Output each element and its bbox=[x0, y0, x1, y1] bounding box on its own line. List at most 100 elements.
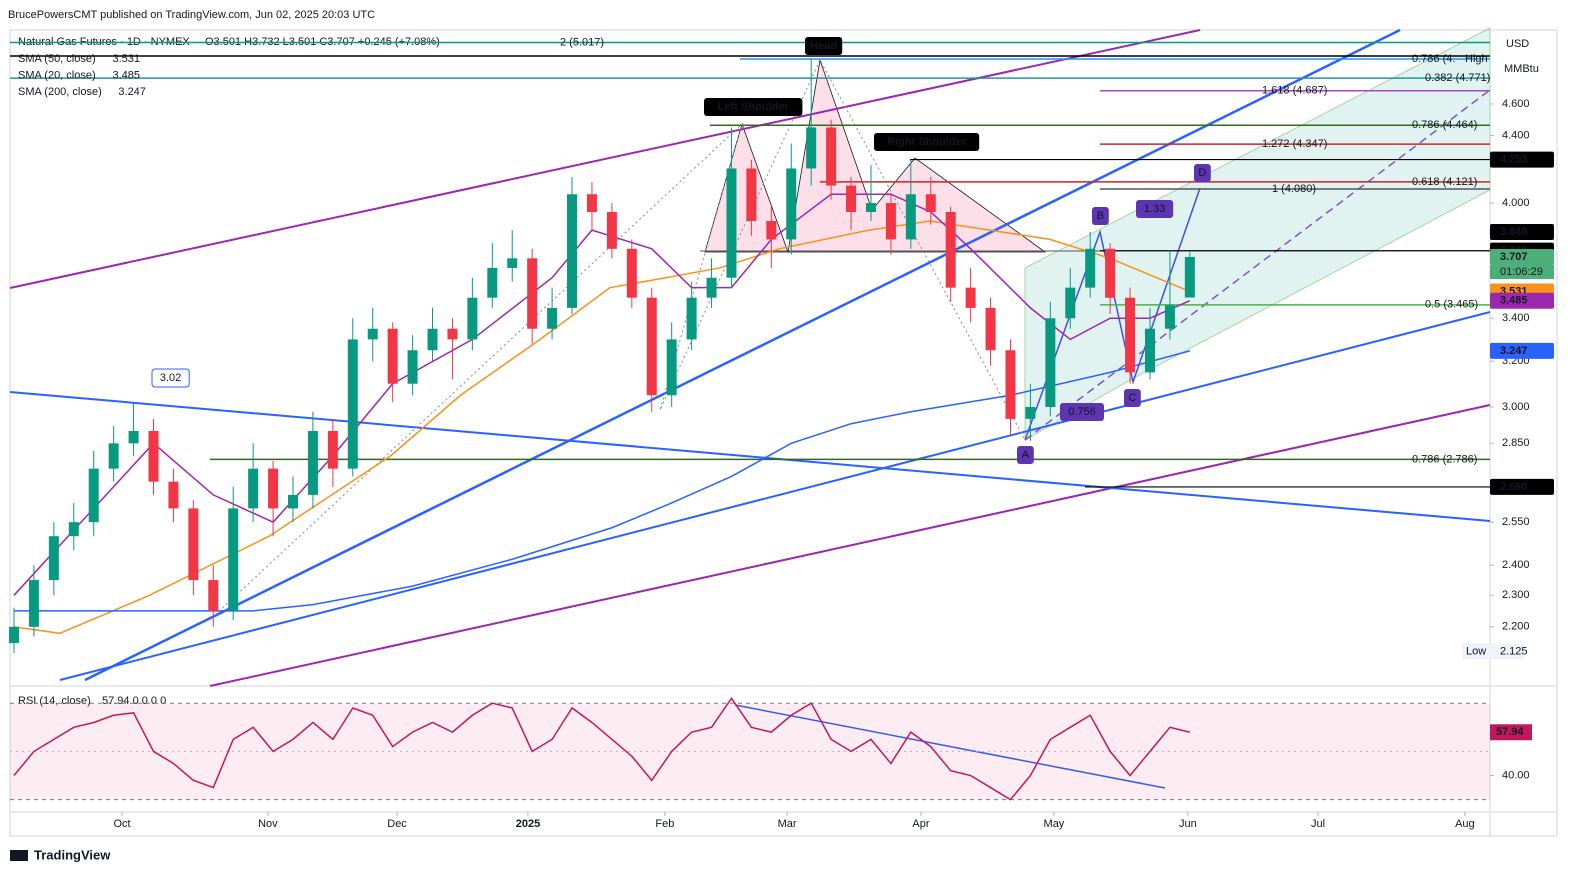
annotation: 0.756 bbox=[1068, 406, 1096, 418]
price-tag-label: 3.707 bbox=[1500, 251, 1528, 263]
candle-body bbox=[487, 267, 498, 298]
annotation: A bbox=[1022, 449, 1030, 461]
candle-body bbox=[427, 328, 438, 351]
trendline bbox=[84, 28, 1401, 682]
legend-value: 3.531 bbox=[113, 53, 141, 65]
annotation-box bbox=[151, 368, 190, 388]
midline bbox=[1024, 89, 1491, 441]
candle-body bbox=[208, 580, 219, 611]
x-tick-label: Dec bbox=[387, 818, 407, 830]
x-tick-label: Nov bbox=[258, 818, 278, 830]
countdown-bg bbox=[1490, 264, 1554, 279]
annotation-box bbox=[805, 37, 843, 55]
candle-body bbox=[1085, 248, 1096, 288]
candle-body bbox=[945, 211, 956, 288]
rsi-tick-label: 40.00 bbox=[1502, 769, 1530, 781]
candle-body bbox=[228, 508, 239, 611]
candle-body bbox=[148, 431, 159, 482]
legend-value: 3.485 bbox=[113, 69, 141, 81]
x-tick-label: May bbox=[1044, 818, 1065, 830]
x-tick-label: Mar bbox=[778, 818, 797, 830]
x-tick-label: Jul bbox=[1311, 818, 1325, 830]
y-tick-label: 2.300 bbox=[1502, 589, 1530, 601]
candle-body bbox=[248, 468, 259, 509]
trendline bbox=[59, 311, 1491, 681]
rsi-legend: 57.94 0 0 0 0 bbox=[102, 695, 166, 707]
frame bbox=[9, 29, 1558, 837]
level-label: 0.786 (4. bbox=[1412, 53, 1455, 65]
candle-body bbox=[347, 339, 358, 469]
legend-value: 3.247 bbox=[118, 86, 146, 98]
y-tick-label: 4.400 bbox=[1502, 129, 1530, 141]
y-tick-label: 4.600 bbox=[1502, 98, 1530, 110]
low-tag bbox=[1462, 643, 1524, 660]
channel bbox=[1024, 27, 1491, 441]
candle-body bbox=[1105, 248, 1116, 298]
candle-body bbox=[925, 194, 936, 212]
annotation: 1.33 bbox=[1144, 203, 1165, 215]
annotation: Left Shoulder bbox=[718, 101, 790, 113]
candle-body bbox=[168, 481, 179, 509]
candle-body bbox=[108, 443, 119, 469]
candle-body bbox=[726, 168, 737, 278]
annotation-box bbox=[1194, 164, 1211, 182]
candle-body bbox=[307, 431, 318, 495]
y-tick-label: 2.200 bbox=[1502, 621, 1530, 633]
y-tick-label: 2.400 bbox=[1502, 559, 1530, 571]
rsi-title: RSI (14, close) bbox=[18, 695, 91, 707]
candle-body bbox=[646, 297, 657, 396]
candle-body bbox=[1065, 287, 1076, 319]
rsi-tag-label: 57.94 bbox=[1496, 726, 1524, 738]
candle-body bbox=[786, 168, 797, 240]
y-tick-label: 3.400 bbox=[1502, 312, 1530, 324]
price-tag bbox=[1490, 248, 1554, 265]
unit: MMBtu bbox=[1504, 63, 1539, 75]
level-label: 0.382 (4.771) bbox=[1425, 72, 1490, 84]
candle-body bbox=[1144, 328, 1155, 373]
y-tick-label: 4.000 bbox=[1502, 197, 1530, 209]
candle-body bbox=[686, 297, 697, 340]
candle-body bbox=[846, 185, 857, 212]
candle-body bbox=[527, 258, 538, 329]
y-tick-label: 2.850 bbox=[1502, 437, 1530, 449]
low-label: Low bbox=[1466, 645, 1486, 657]
candle-body bbox=[1005, 350, 1016, 419]
candle-body bbox=[905, 194, 916, 240]
annotation-box bbox=[1092, 207, 1109, 225]
logo bbox=[10, 850, 28, 861]
price-tag bbox=[1490, 223, 1554, 240]
price-tag-label: 4.253 bbox=[1500, 153, 1528, 165]
candle-body bbox=[547, 307, 558, 329]
level-label: High bbox=[1465, 53, 1488, 65]
candle-body bbox=[1125, 297, 1136, 373]
footer-brand: TradingView bbox=[34, 847, 111, 862]
candle-body bbox=[766, 220, 777, 240]
legend-name: SMA (200, close) bbox=[18, 86, 102, 98]
candle-body bbox=[586, 194, 597, 212]
zigzag bbox=[214, 58, 1026, 616]
price-tag-label: 3.840 bbox=[1500, 226, 1528, 238]
candle-body bbox=[1164, 305, 1175, 329]
trendline bbox=[209, 404, 1491, 687]
trendline bbox=[9, 29, 1201, 289]
annotation-box bbox=[1017, 446, 1034, 464]
candle-body bbox=[268, 468, 279, 509]
level-label: 1 (4.080) bbox=[1272, 183, 1316, 195]
candle-body bbox=[985, 307, 996, 351]
annotation: B bbox=[1097, 210, 1104, 222]
candle-body bbox=[666, 339, 677, 396]
candle-body bbox=[826, 127, 837, 186]
low-value: 2.125 bbox=[1500, 645, 1528, 657]
candle-body bbox=[28, 580, 39, 627]
level-label: 0.5 (3.465) bbox=[1425, 299, 1478, 311]
candle-body bbox=[746, 168, 757, 221]
legend-name: SMA (20, close) bbox=[18, 69, 96, 81]
x-tick-label: Jun bbox=[1179, 818, 1197, 830]
annotation: D bbox=[1198, 167, 1206, 179]
candle-body bbox=[387, 328, 398, 384]
candle-body bbox=[965, 287, 976, 308]
annotation: Right Shoulder bbox=[887, 136, 967, 148]
candle-body bbox=[706, 277, 717, 298]
